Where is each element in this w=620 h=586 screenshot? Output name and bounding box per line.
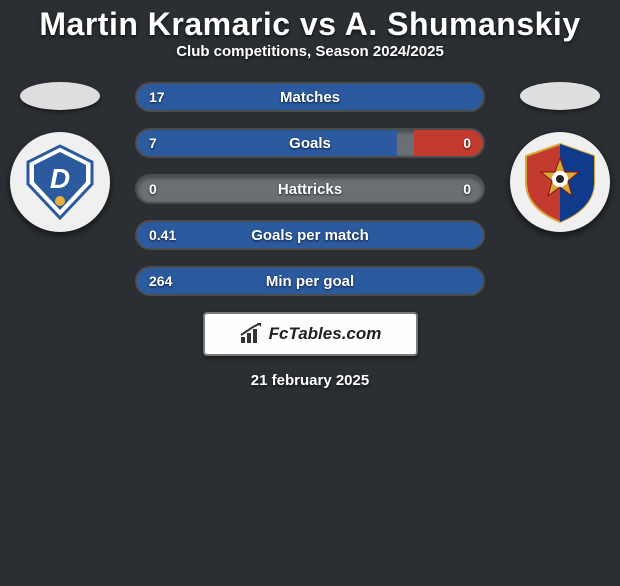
stat-label: Goals per match — [137, 222, 483, 248]
comparison-title: Martin Kramaric vs A. Shumanskiy — [0, 6, 620, 43]
dynamo-badge-icon: D — [20, 142, 100, 222]
comparison-arena: D 17Matches 70Goals 00Hattricks 0.41Goals p… — [0, 82, 620, 296]
stat-label: Matches — [137, 84, 483, 110]
stat-bar: 00Hattricks — [135, 174, 485, 204]
right-flag-oval — [520, 82, 600, 110]
left-team-badge: D — [10, 132, 110, 232]
stat-bar: 0.41Goals per match — [135, 220, 485, 250]
left-team-column: D — [10, 82, 110, 232]
generation-date: 21 february 2025 — [0, 372, 620, 389]
left-flag-oval — [20, 82, 100, 110]
stat-bar: 70Goals — [135, 128, 485, 158]
stat-bars: 17Matches 70Goals 00Hattricks 0.41Goals per… — [135, 82, 485, 296]
player1-name: Martin Kramaric — [39, 6, 290, 42]
right-team-column — [510, 82, 610, 232]
stat-label: Goals — [137, 130, 483, 156]
cska-badge-icon — [516, 138, 604, 226]
player2-name: A. Shumanskiy — [345, 6, 581, 42]
stat-label: Min per goal — [137, 268, 483, 294]
subtitle: Club competitions, Season 2024/2025 — [0, 43, 620, 60]
brand-box: FcTables.com — [203, 312, 418, 356]
brand-text: FcTables.com — [269, 324, 382, 344]
stat-label: Hattricks — [137, 176, 483, 202]
brand-chart-icon — [239, 323, 265, 345]
right-team-badge — [510, 132, 610, 232]
stat-bar: 17Matches — [135, 82, 485, 112]
svg-text:D: D — [50, 163, 70, 194]
stat-bar: 264Min per goal — [135, 266, 485, 296]
vs-text: vs — [300, 6, 337, 42]
